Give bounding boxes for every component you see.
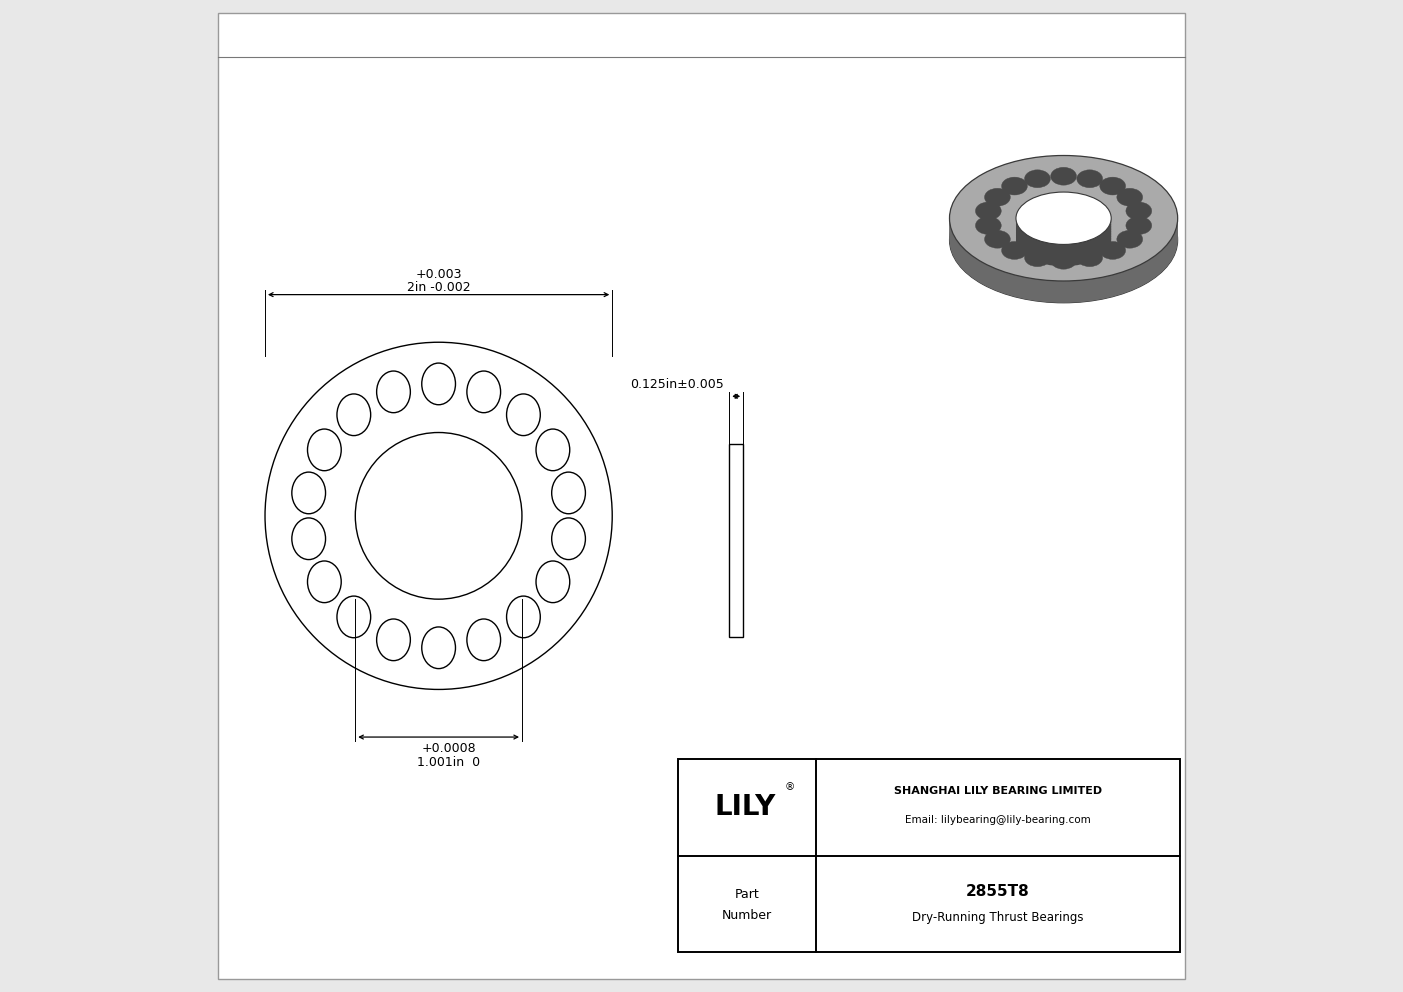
Ellipse shape (975, 216, 1002, 234)
Ellipse shape (1117, 188, 1142, 206)
Text: Part: Part (734, 888, 759, 901)
Ellipse shape (1016, 199, 1111, 252)
Text: LILY: LILY (714, 794, 776, 821)
Ellipse shape (950, 176, 1177, 301)
Ellipse shape (950, 156, 1177, 281)
Ellipse shape (950, 160, 1177, 285)
Ellipse shape (950, 178, 1177, 303)
Ellipse shape (1016, 192, 1111, 244)
Text: 1.001in  0: 1.001in 0 (417, 756, 480, 769)
Ellipse shape (1117, 230, 1142, 248)
Ellipse shape (1078, 249, 1103, 267)
Ellipse shape (950, 174, 1177, 299)
Ellipse shape (1127, 216, 1152, 234)
Ellipse shape (950, 166, 1177, 291)
Bar (730, 444, 744, 637)
Ellipse shape (950, 168, 1177, 293)
Ellipse shape (1016, 204, 1111, 257)
Text: Email: lilybearing@lily-bearing.com: Email: lilybearing@lily-bearing.com (905, 815, 1090, 825)
Ellipse shape (985, 188, 1010, 206)
Ellipse shape (1024, 170, 1051, 187)
Text: +0.003: +0.003 (415, 268, 462, 281)
Ellipse shape (1051, 168, 1076, 186)
Ellipse shape (950, 158, 1177, 283)
Ellipse shape (950, 178, 1177, 303)
Text: Dry-Running Thrust Bearings: Dry-Running Thrust Bearings (912, 912, 1083, 925)
Text: Number: Number (721, 910, 772, 923)
Ellipse shape (1024, 249, 1051, 267)
FancyBboxPatch shape (219, 13, 1184, 979)
Ellipse shape (1016, 192, 1111, 244)
Ellipse shape (975, 202, 1002, 220)
Bar (678, 759, 1180, 952)
Text: 2in -0.002: 2in -0.002 (407, 281, 470, 294)
Ellipse shape (1100, 178, 1125, 195)
Ellipse shape (1016, 194, 1111, 247)
Ellipse shape (950, 156, 1177, 281)
Ellipse shape (1016, 211, 1111, 264)
Text: SHANGHAI LILY BEARING LIMITED: SHANGHAI LILY BEARING LIMITED (894, 787, 1101, 797)
Ellipse shape (1016, 201, 1111, 254)
Ellipse shape (950, 162, 1177, 287)
Ellipse shape (950, 170, 1177, 295)
Ellipse shape (950, 172, 1177, 297)
Text: +0.0008: +0.0008 (421, 742, 476, 755)
Ellipse shape (950, 164, 1177, 289)
Ellipse shape (1100, 241, 1125, 259)
Ellipse shape (1016, 206, 1111, 259)
Text: 0.125in±0.005: 0.125in±0.005 (630, 378, 724, 391)
Ellipse shape (1127, 202, 1152, 220)
Ellipse shape (985, 230, 1010, 248)
Ellipse shape (1016, 209, 1111, 262)
Ellipse shape (1016, 196, 1111, 249)
Text: ®: ® (784, 783, 794, 793)
Ellipse shape (1002, 241, 1027, 259)
Ellipse shape (1051, 251, 1076, 269)
Ellipse shape (1002, 178, 1027, 195)
Ellipse shape (1016, 214, 1111, 266)
Ellipse shape (1078, 170, 1103, 187)
Text: 2855T8: 2855T8 (965, 884, 1030, 899)
